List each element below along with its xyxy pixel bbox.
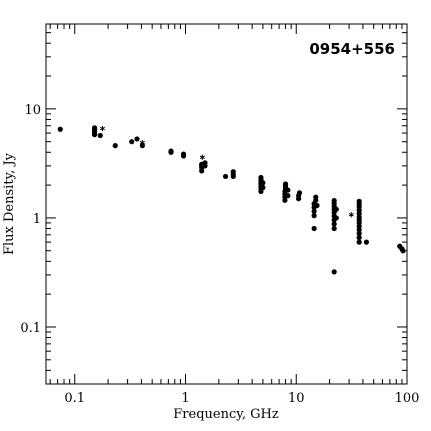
data-point	[313, 194, 319, 200]
data-point	[400, 248, 406, 254]
data-point	[356, 234, 362, 241]
data-point	[356, 198, 362, 204]
y-tick-label: 1	[33, 212, 41, 227]
data-point	[311, 225, 317, 232]
data-point	[331, 269, 337, 275]
tick-labels: 0.1 1 10 100 0.1 1 10	[20, 103, 419, 406]
data-point	[311, 213, 317, 219]
data-point	[230, 169, 236, 175]
data-point	[57, 126, 63, 132]
data-point	[97, 132, 103, 139]
data-point	[356, 230, 362, 237]
y-tick-label: 0.1	[20, 321, 41, 336]
data-point	[296, 190, 303, 196]
data-points	[57, 125, 406, 275]
data-point-asterisk	[348, 212, 354, 218]
x-tick-label: 100	[395, 391, 420, 406]
data-point	[314, 202, 320, 209]
data-point	[311, 208, 317, 214]
data-point	[356, 214, 362, 220]
data-point	[356, 239, 362, 245]
data-point	[139, 143, 145, 149]
data-point	[91, 125, 98, 131]
data-point	[363, 239, 370, 245]
data-point	[333, 215, 339, 221]
axis-ticks	[46, 23, 408, 385]
data-point	[134, 136, 140, 142]
data-point	[331, 225, 337, 232]
data-point	[129, 139, 135, 145]
data-point	[331, 221, 337, 227]
data-point	[180, 151, 187, 157]
data-point	[168, 148, 174, 154]
data-point	[333, 206, 339, 212]
data-point	[285, 193, 291, 199]
data-point-asterisk	[99, 125, 105, 132]
data-point	[222, 173, 229, 180]
y-tick-label: 10	[24, 103, 41, 118]
data-point	[112, 143, 118, 149]
x-tick-label: 1	[181, 391, 189, 406]
y-axis-label: Flux Density, Jy	[2, 152, 17, 255]
plot-frame	[45, 23, 408, 385]
data-point	[260, 180, 266, 186]
x-tick-label: 10	[288, 391, 305, 406]
data-point	[260, 184, 266, 191]
data-point-asterisk	[199, 154, 205, 160]
data-point	[331, 198, 337, 204]
data-point-asterisk	[139, 140, 145, 146]
x-tick-label: 0.1	[64, 391, 85, 406]
x-axis-label: Frequency, GHz	[173, 407, 279, 422]
data-point	[258, 174, 264, 181]
data-point	[282, 181, 289, 187]
data-point	[285, 187, 291, 193]
source-label: 0954+556	[309, 40, 395, 58]
data-point	[202, 160, 208, 166]
